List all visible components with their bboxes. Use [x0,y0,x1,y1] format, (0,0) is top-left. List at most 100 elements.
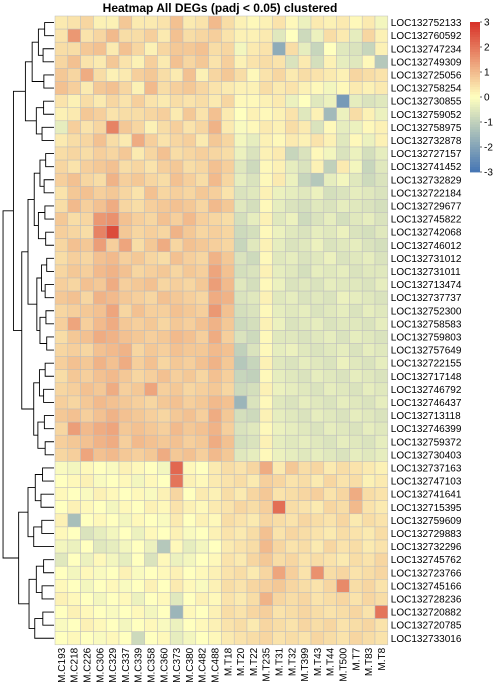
heatmap-cell [246,303,261,318]
heatmap-cell [310,225,325,239]
dendrogram-branch [44,362,54,377]
heatmap-cell [246,343,261,357]
heatmap-cell [297,28,312,43]
heatmap-cell [157,251,171,266]
heatmap-cell [246,513,261,528]
heatmap-cell [374,343,389,357]
heatmap-cell [144,408,158,423]
heatmap-cell [361,539,376,554]
heatmap-cell [208,172,222,187]
legend-swatch [470,109,480,113]
heatmap-cell [233,68,248,82]
heatmap-cell [208,605,222,619]
heatmap-cell [374,159,389,174]
heatmap-cell [105,408,120,423]
heatmap-cell [67,434,81,449]
heatmap-cell [233,526,248,541]
heatmap-cell [105,277,120,292]
heatmap-cell [105,618,120,632]
heatmap-cell [118,448,133,462]
heatmap-cell [105,225,120,239]
row-label: LOC132723766 [391,568,462,579]
heatmap-cell [80,421,94,436]
heatmap-cell [80,290,94,305]
heatmap-cell [310,15,325,30]
heatmap-cell [208,277,222,292]
legend-swatch [470,37,480,40]
heatmap-cell [221,120,235,135]
heatmap-cell [297,107,312,122]
heatmap-cell [195,631,209,646]
heatmap-cell [80,330,94,344]
heatmap-cell [169,212,184,226]
heatmap-cell [272,172,286,187]
heatmap-cell [285,356,299,370]
heatmap-cell [297,290,312,305]
heatmap-cell [131,487,145,501]
heatmap-cell [195,421,209,436]
heatmap-cell [54,159,69,174]
heatmap-cell [93,186,107,200]
heatmap-cell [310,565,325,580]
heatmap-cell [361,277,376,292]
dendrogram-branch [35,107,44,135]
heatmap-cell [93,592,107,606]
heatmap-cell [259,408,273,423]
heatmap-cell [361,448,376,462]
row-label: LOC132732296 [391,542,462,553]
row-label: LOC132759372 [391,437,462,448]
heatmap-cell [297,526,312,541]
dendrogram-branch [34,474,43,502]
heatmap-cell [361,212,376,226]
heatmap-cell [221,552,235,567]
heatmap-cell [233,81,248,95]
heatmap-cell [195,55,209,69]
dendrogram-branch [12,90,26,331]
heatmap-cell [336,474,350,488]
heatmap-cell [105,395,120,410]
heatmap-cell [349,526,363,541]
heatmap-cell [157,199,171,213]
heatmap-cell [259,94,273,108]
heatmap-cell [169,448,184,462]
heatmap-cell [67,251,81,266]
row-label: LOC132722155 [391,359,462,370]
heatmap-cell [221,500,235,515]
heatmap-cell [349,369,363,384]
heatmap-cell [144,474,158,488]
heatmap-cell [285,225,299,239]
heatmap-cell [374,238,389,253]
heatmap-cell [118,618,133,632]
heatmap-cell [361,552,376,567]
legend-swatch [470,107,480,110]
heatmap-cell [233,264,248,279]
heatmap-cell [310,238,325,253]
heatmap-cell [195,94,209,108]
heatmap-cell [349,500,363,515]
heatmap-cell [195,290,209,305]
heatmap-cell [221,290,235,305]
heatmap-cell [144,539,158,554]
heatmap-cell [80,238,94,253]
heatmap-cell [80,552,94,567]
heatmap-cell [285,41,299,56]
legend-swatch [470,52,480,55]
heatmap-cell [118,395,133,410]
legend-swatch [470,134,480,138]
heatmap-cell [144,120,158,135]
heatmap-cell [310,303,325,318]
heatmap-cell [361,107,376,122]
heatmap-cell [93,565,107,580]
heatmap-cell [374,382,389,397]
heatmap-cell [259,526,273,541]
heatmap-cell [310,605,325,619]
heatmap-cell [144,395,158,410]
heatmap-cell [233,238,248,253]
heatmap-cell [374,212,389,226]
heatmap-cell [131,434,145,449]
heatmap-cell [374,172,389,187]
heatmap-cell [374,526,389,541]
heatmap-cell [259,120,273,135]
heatmap-cell [195,212,209,226]
heatmap-cell [54,290,69,305]
